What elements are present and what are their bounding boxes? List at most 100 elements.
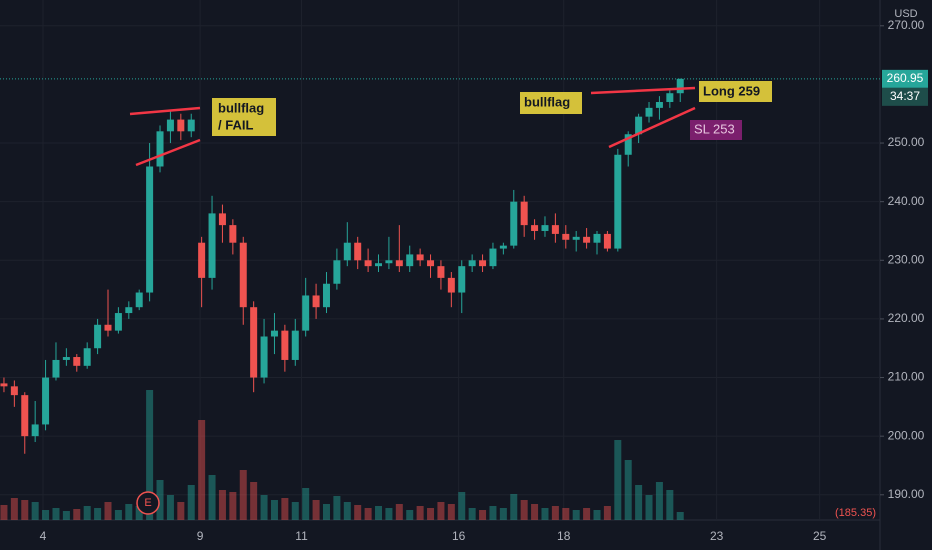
annotation: / FAIL — [218, 117, 253, 132]
volume-bar — [146, 390, 154, 520]
y-tick-label: 240.00 — [888, 194, 925, 208]
candle-body — [624, 134, 632, 155]
volume-bar — [21, 500, 29, 520]
candle-body — [385, 260, 393, 264]
candle-body — [635, 116, 643, 135]
volume-bar — [385, 508, 393, 520]
y-tick-label: 250.00 — [888, 135, 925, 149]
volume-bar — [208, 475, 216, 520]
candle-body — [156, 131, 164, 167]
candle-body — [250, 307, 258, 378]
volume-bar — [531, 504, 539, 520]
candle-body — [364, 260, 372, 267]
volume-bar — [489, 506, 497, 520]
candle-body — [406, 254, 414, 267]
volume-bar — [0, 505, 8, 520]
volume-bar — [135, 506, 143, 520]
candle-body — [42, 377, 50, 425]
candle-body — [458, 266, 466, 293]
volume-bar — [104, 502, 112, 520]
candle-body — [21, 395, 29, 437]
candle-body — [177, 119, 185, 132]
x-tick-label: 11 — [295, 529, 308, 543]
currency: USD — [894, 8, 917, 20]
volume-bar — [166, 495, 174, 520]
volume-bar — [187, 485, 195, 520]
volume-bar — [125, 504, 133, 520]
candle-body — [104, 324, 112, 331]
candle-body — [187, 119, 195, 132]
candle-body — [489, 248, 497, 267]
volume-bar — [635, 485, 643, 520]
earnings-label: E — [144, 497, 151, 509]
volume-bar — [666, 490, 674, 520]
volume-bar — [94, 508, 102, 520]
candle-body — [166, 119, 174, 132]
candle-body — [666, 93, 674, 103]
volume-bar — [624, 460, 632, 520]
candle-body — [343, 242, 351, 261]
volume-bar — [447, 504, 455, 520]
volume-bar — [250, 482, 258, 520]
volume-bar — [302, 488, 310, 520]
x-tick-label: 23 — [710, 529, 724, 543]
candle-body — [676, 78, 684, 94]
candle-body — [354, 242, 362, 261]
earnings-marker[interactable] — [136, 491, 160, 515]
y-tick-label: 270.00 — [888, 18, 925, 32]
trend-line — [608, 106, 696, 149]
volume-bar — [291, 502, 299, 520]
candle-body — [146, 166, 154, 293]
candle-body — [655, 102, 663, 108]
volume-bar — [572, 510, 580, 520]
countdown-box — [882, 87, 928, 106]
marks — [0, 0, 880, 520]
candle-body — [583, 236, 591, 243]
annotation: SL 253 — [694, 121, 735, 136]
annotation-box — [520, 92, 582, 114]
candle-body — [198, 242, 206, 278]
x-tick-label: 9 — [197, 529, 204, 543]
candle-body — [447, 277, 455, 293]
candle-body — [499, 245, 507, 249]
candle-body — [375, 263, 383, 267]
candle-body — [52, 359, 60, 378]
candle-body — [531, 225, 539, 231]
candle-body — [645, 107, 653, 117]
volume-bar — [510, 494, 518, 520]
volume-bar — [62, 511, 70, 520]
volume-bar — [468, 508, 476, 520]
y-tick-label: 200.00 — [888, 428, 925, 442]
candle-body — [218, 213, 226, 226]
candle-body — [520, 201, 528, 226]
candle-body — [114, 313, 122, 331]
volume-bar — [177, 502, 185, 520]
annotation-box — [212, 98, 276, 136]
candle-body — [302, 295, 310, 331]
annotation-box — [699, 81, 772, 102]
candle-body — [572, 236, 580, 240]
candle-body — [562, 233, 570, 240]
annotation-box — [690, 120, 742, 140]
y-tick-label: 190.00 — [888, 487, 925, 501]
price-label-box — [882, 69, 928, 88]
volume-bar — [31, 502, 39, 520]
candle-body — [468, 260, 476, 267]
countdown: 34:37 — [890, 89, 920, 103]
volume-bar — [260, 495, 268, 520]
candle-body — [541, 225, 549, 231]
x-tick-label: 25 — [813, 529, 827, 543]
volume-bar — [541, 508, 549, 520]
candle-body — [395, 260, 403, 267]
volume-bar — [479, 510, 487, 520]
candle-body — [312, 295, 320, 308]
candle-body — [239, 242, 247, 308]
trend-line — [129, 106, 201, 116]
volume-bar — [375, 506, 383, 520]
candle-body — [125, 307, 133, 314]
volume-bar — [416, 506, 424, 520]
candle-body — [437, 266, 445, 278]
